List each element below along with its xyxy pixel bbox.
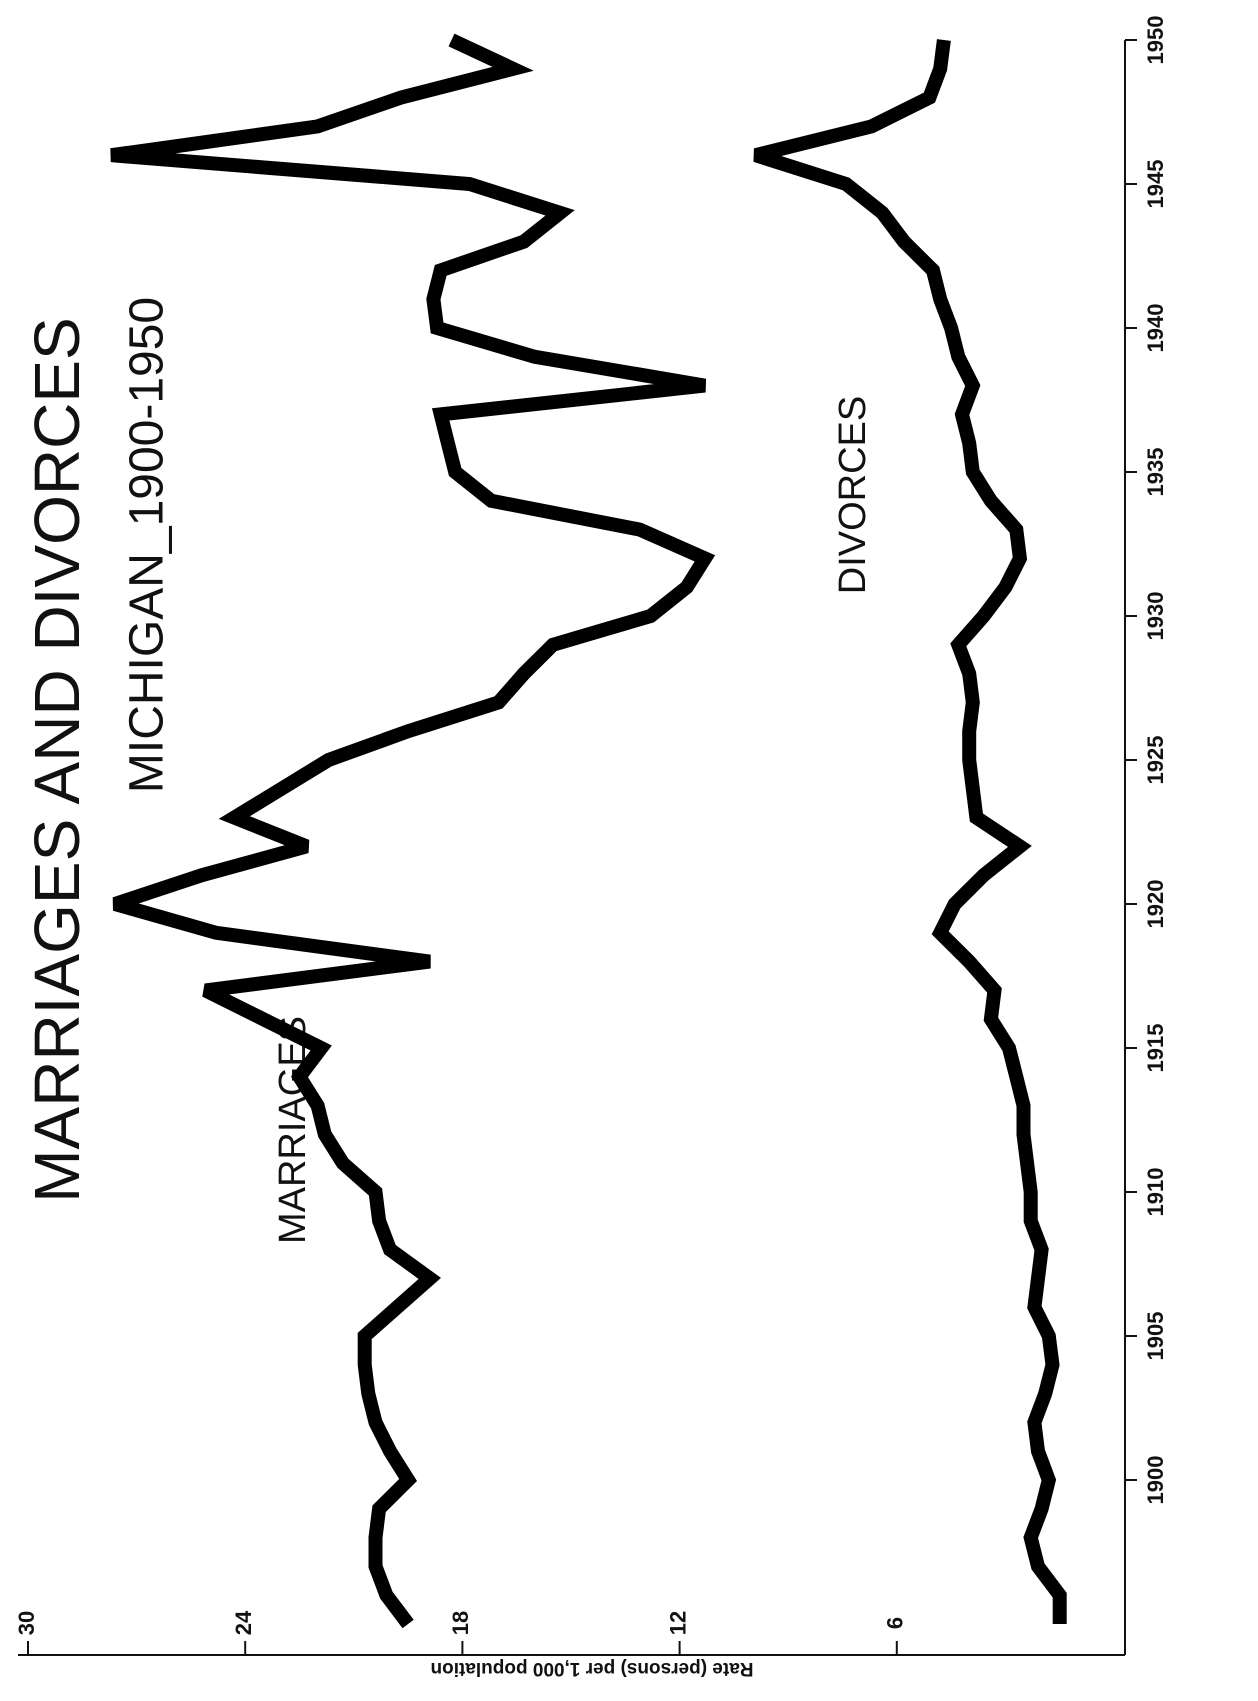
- chart-title: MARRIAGES AND DIVORCES: [21, 317, 93, 1203]
- x-tick-label: 1910: [1143, 1168, 1168, 1217]
- y-tick-label: 18: [448, 1611, 473, 1635]
- y-tick-label: 6: [883, 1617, 908, 1629]
- x-tick-label: 1905: [1143, 1312, 1168, 1361]
- data-line: [753, 39, 1067, 1624]
- series-label: DIVORCES: [832, 396, 874, 594]
- x-tick-label: 1940: [1143, 304, 1168, 353]
- x-tick-label: 1900: [1143, 1456, 1168, 1505]
- x-tick-label: 1925: [1143, 736, 1168, 785]
- x-tick-label: 1950: [1143, 16, 1168, 65]
- y-tick-label: 12: [665, 1611, 690, 1635]
- series-label: MARRIAGES: [272, 1016, 314, 1244]
- y-tick-label: 30: [14, 1611, 39, 1635]
- x-tick-label: 1915: [1143, 1024, 1168, 1073]
- chart-subtitle: MICHIGAN_1900-1950: [121, 297, 174, 793]
- x-tick-label: 1935: [1143, 448, 1168, 497]
- y-axis-label: Rate (persons) per 1,000 population: [430, 1658, 753, 1679]
- x-tick-label: 1920: [1143, 880, 1168, 929]
- data-line: [110, 33, 716, 1629]
- y-tick-label: 24: [231, 1610, 256, 1635]
- x-tick-label: 1930: [1143, 592, 1168, 641]
- x-tick-label: 1945: [1143, 160, 1168, 209]
